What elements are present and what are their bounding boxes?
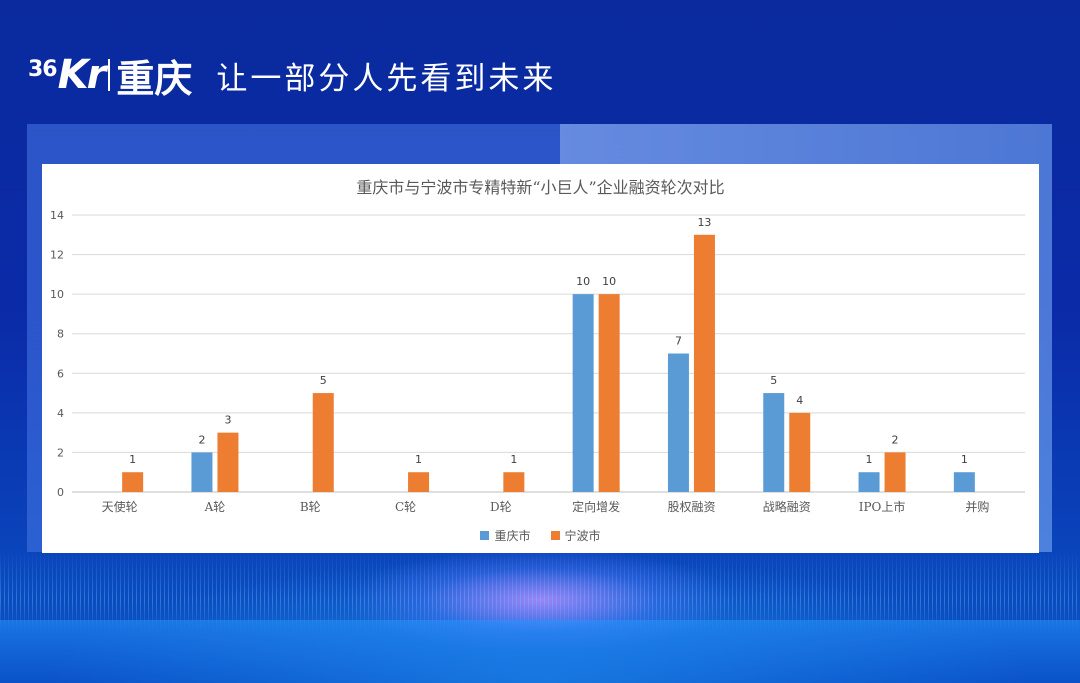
bar-ningbo	[884, 452, 906, 492]
chart-legend: 重庆市 宁波市	[42, 527, 1039, 544]
y-tick-label: 0	[57, 486, 64, 499]
data-label-ningbo: 3	[224, 414, 231, 427]
logo-city: 重庆	[116, 56, 193, 101]
bar-chongqing	[191, 452, 213, 492]
x-category-label: 战略融资	[763, 499, 811, 514]
bar-chongqing	[953, 472, 975, 492]
data-label-chongqing: 10	[576, 275, 590, 288]
logo-36: 36	[28, 56, 58, 82]
x-category-label: 天使轮	[102, 499, 138, 514]
x-category-label: 并购	[965, 499, 989, 514]
y-tick-label: 14	[50, 209, 64, 222]
x-category-label: 定向增发	[572, 499, 620, 514]
bar-ningbo	[789, 412, 811, 492]
bar-chongqing	[858, 472, 880, 492]
data-label-ningbo: 2	[892, 433, 899, 446]
data-label-chongqing: 5	[770, 374, 777, 387]
legend-label-ningbo: 宁波市	[564, 529, 601, 543]
data-label-ningbo: 1	[510, 453, 517, 466]
legend-swatch-chongqing	[480, 531, 490, 540]
x-category-label: B轮	[300, 500, 321, 514]
bar-chongqing	[763, 393, 785, 492]
bar-ningbo	[217, 432, 239, 492]
x-category-label: IPO上市	[859, 499, 906, 514]
logo-divider	[108, 59, 111, 91]
data-label-chongqing: 1	[866, 453, 873, 466]
background-light-streaks	[0, 552, 1080, 632]
background-floor-glow	[0, 620, 1080, 683]
legend-item-chongqing: 重庆市	[480, 527, 531, 544]
header: 36 Kr 重庆 让一部分人先看到未来	[28, 50, 557, 101]
bar-ningbo	[598, 294, 620, 492]
data-label-ningbo: 1	[129, 453, 136, 466]
chart-title: 重庆市与宁波市专精特新“小巨人”企业融资轮次对比	[356, 178, 725, 197]
x-category-label: D轮	[490, 500, 512, 514]
y-tick-label: 10	[50, 288, 64, 301]
x-category-label: C轮	[395, 500, 416, 514]
bar-ningbo	[312, 393, 334, 492]
chart-card: 重庆市与宁波市专精特新“小巨人”企业融资轮次对比 0 2 4 6 8 10 12 14 天使轮 1…	[42, 164, 1039, 553]
legend-label-chongqing: 重庆市	[494, 529, 531, 543]
legend-item-ningbo: 宁波市	[550, 527, 601, 544]
y-tick-label: 4	[57, 407, 64, 420]
x-category-label: 股权融资	[667, 500, 715, 514]
data-label-ningbo: 1	[415, 453, 422, 466]
y-tick-label: 12	[50, 249, 64, 262]
header-slogan: 让一部分人先看到未来	[216, 60, 557, 97]
legend-swatch-ningbo	[550, 531, 560, 540]
y-tick-label: 2	[57, 446, 64, 459]
bar-ningbo	[122, 472, 144, 492]
y-tick-label: 8	[57, 328, 64, 341]
x-category-label: A轮	[204, 500, 226, 514]
data-label-chongqing: 1	[961, 453, 968, 466]
data-label-chongqing: 2	[198, 433, 205, 446]
data-label-ningbo: 5	[320, 374, 327, 387]
bar-ningbo	[503, 472, 525, 492]
bar-ningbo	[693, 234, 715, 492]
data-label-chongqing: 7	[675, 335, 682, 348]
data-label-ningbo: 4	[796, 394, 803, 407]
bar-ningbo	[408, 472, 430, 492]
bar-chongqing	[572, 294, 594, 492]
bar-chongqing	[667, 353, 689, 492]
data-label-ningbo: 13	[697, 216, 711, 229]
logo-kr: Kr	[57, 52, 107, 98]
y-tick-label: 6	[57, 367, 64, 380]
data-label-ningbo: 10	[602, 275, 616, 288]
